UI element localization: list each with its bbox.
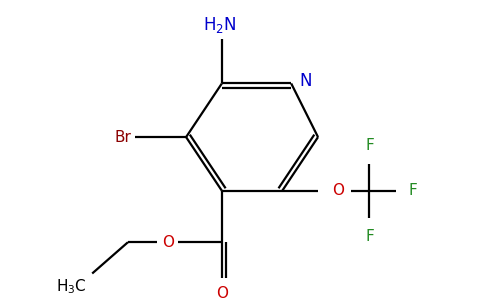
Text: Br: Br <box>114 130 131 145</box>
Text: H$_3$C: H$_3$C <box>56 277 87 296</box>
Text: O: O <box>162 235 174 250</box>
Text: N: N <box>299 72 312 90</box>
Text: H$_2$N: H$_2$N <box>203 15 236 35</box>
Text: O: O <box>216 286 228 300</box>
Text: F: F <box>365 138 374 153</box>
Text: F: F <box>365 229 374 244</box>
Text: F: F <box>409 183 418 198</box>
Text: O: O <box>332 183 344 198</box>
